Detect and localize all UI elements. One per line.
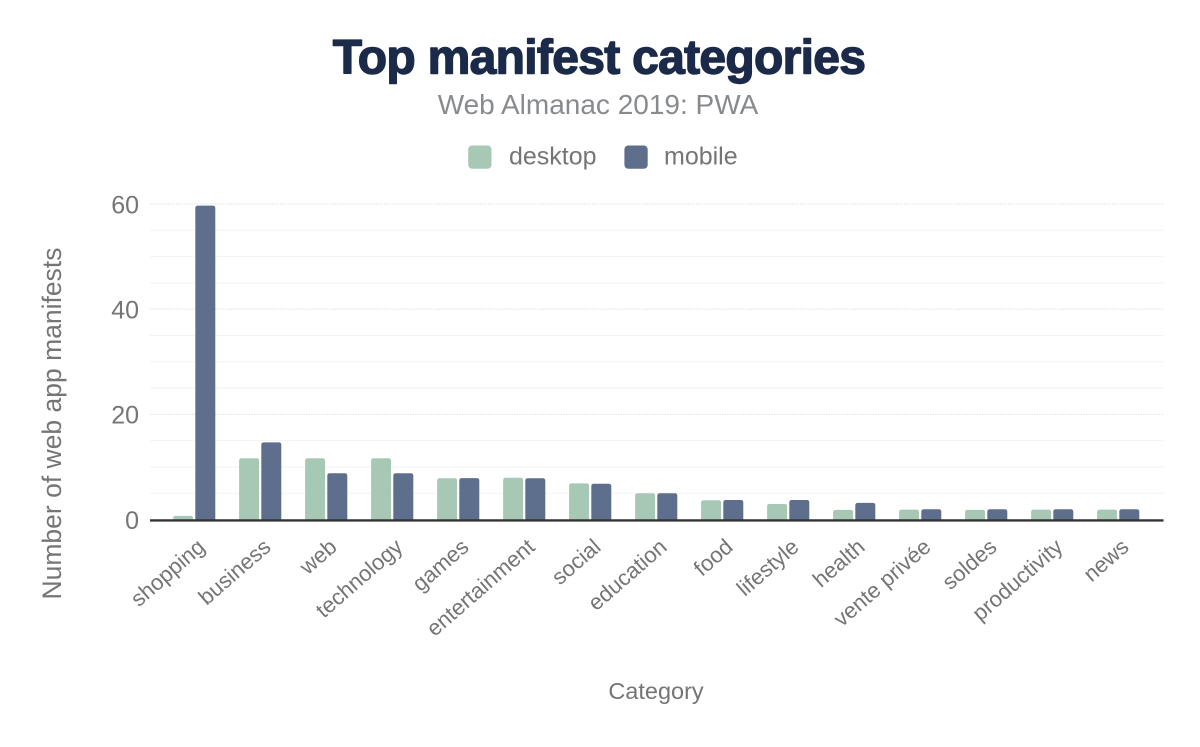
svg-text:0: 0 (125, 507, 139, 535)
svg-text:20: 20 (111, 402, 139, 430)
svg-text:40: 40 (111, 297, 139, 325)
svg-text:60: 60 (111, 191, 139, 219)
svg-text:desktop: desktop (509, 142, 597, 170)
svg-text:Top manifest categories: Top manifest categories (333, 32, 865, 85)
svg-text:Category: Category (608, 678, 704, 704)
svg-text:mobile: mobile (664, 142, 738, 170)
svg-text:Number of web app manifests: Number of web app manifests (37, 247, 67, 599)
svg-text:Web Almanac 2019: PWA: Web Almanac 2019: PWA (438, 89, 759, 120)
